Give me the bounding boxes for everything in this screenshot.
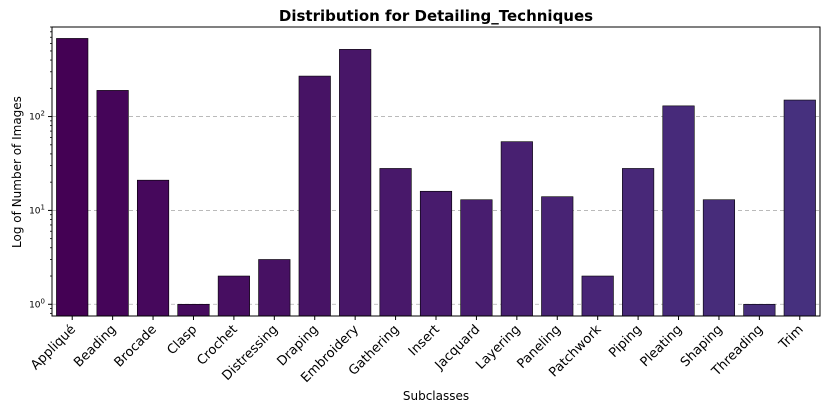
- bar: [419, 190, 453, 317]
- x-tick-label: Brocade: [112, 322, 160, 370]
- bar: [702, 199, 736, 317]
- bar: [743, 303, 776, 317]
- y-tick-label: 102: [29, 110, 45, 123]
- bar: [56, 38, 89, 317]
- y-tick-label: 100: [29, 297, 45, 310]
- bar: [177, 303, 210, 317]
- y-tick-exponent: 2: [41, 110, 45, 118]
- bar: [339, 49, 372, 317]
- bar: [662, 105, 695, 317]
- x-tick-label: Clasp: [164, 322, 200, 358]
- x-tick-label: Trim: [776, 322, 807, 353]
- bars: [56, 38, 816, 317]
- bar: [298, 75, 331, 317]
- bar: [258, 259, 291, 317]
- y-tick-exponent: 0: [41, 297, 45, 305]
- x-tick-label: Pleating: [638, 322, 686, 370]
- bar: [96, 90, 129, 317]
- x-tick-label: Layering: [473, 322, 523, 372]
- x-tick-label: Insert: [406, 322, 443, 359]
- x-tick-label: Beading: [71, 322, 119, 370]
- bar: [581, 275, 614, 317]
- bar: [541, 196, 574, 317]
- bar: [379, 168, 412, 317]
- x-tick-label: Piping: [606, 322, 645, 361]
- bar: [460, 199, 493, 317]
- bar: [500, 141, 533, 317]
- x-tick-label: Appliqué: [28, 322, 79, 373]
- bar: [136, 179, 170, 317]
- chart-title: Distribution for Detailing_Techniques: [279, 7, 593, 25]
- y-axis-title: Log of Number of Images: [10, 96, 24, 248]
- bar: [622, 168, 655, 317]
- bar: [783, 99, 816, 317]
- x-axis-title: Subclasses: [403, 389, 469, 403]
- bar: [217, 275, 250, 317]
- y-tick-label: 101: [29, 203, 45, 216]
- y-tick-exponent: 1: [41, 203, 45, 211]
